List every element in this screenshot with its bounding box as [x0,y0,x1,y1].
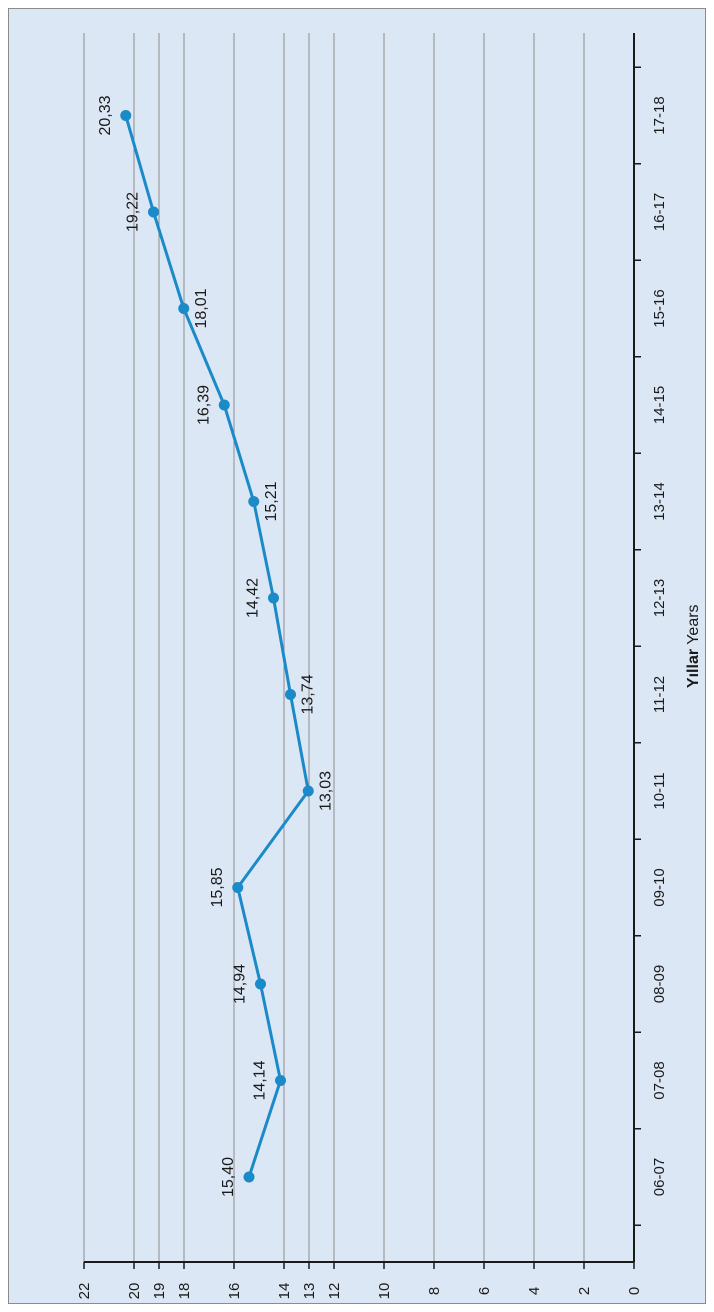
value-tick-label: 6 [476,1287,493,1295]
value-tick-label: 14 [276,1283,293,1300]
x-axis-title-bold: Yıllar [685,649,702,688]
data-label: 18,01 [193,288,210,328]
line-chart: 0 2 4 6 8 10 12 13 14 16 18 19 20 22 06-07 07-08 08-09 09… [76,33,702,1299]
data-label: 15,21 [263,481,280,521]
data-point [302,785,314,797]
x-axis-title-rest: Years [685,604,702,644]
value-tick-label: 22 [76,1283,93,1300]
data-point [243,1171,255,1183]
chart-frame: 0 2 4 6 8 10 12 13 14 16 18 19 20 22 06-07 07-08 08-09 09… [8,8,706,1304]
data-point [148,206,159,218]
data-point [268,592,279,604]
category-tick-label: 13-14 [651,482,668,520]
value-tick-label: 16 [226,1283,243,1300]
category-tick-label: 09-10 [651,868,668,906]
value-tick-label: 4 [526,1287,543,1295]
value-tick-label: 10 [376,1283,393,1300]
value-tick-label: 12 [326,1283,343,1300]
value-tick-label: 8 [426,1287,443,1295]
data-label: 13,74 [300,674,317,714]
value-tick-label: 20 [126,1283,143,1300]
category-tick-label: 07-08 [651,1061,668,1099]
data-point [178,303,190,314]
data-label: 15,85 [209,867,226,907]
category-tick-label: 08-09 [651,965,668,1003]
data-label: 19,22 [125,192,142,232]
data-point [232,882,244,893]
data-point [255,978,266,990]
category-tick-label: 11-12 [651,676,668,713]
data-point [275,1075,286,1086]
category-tick-label: 06-07 [651,1158,668,1196]
category-tick-label: 17-18 [651,96,668,134]
category-tick-label: 10-11 [651,772,668,809]
category-tick-label: 12-13 [651,579,668,617]
category-tick-label: 16-17 [651,193,668,231]
label-layer: 15,40 14,14 14,94 15,85 13,03 13,74 14,42 15,21… [97,95,335,1197]
data-point [248,496,260,507]
data-point [218,399,230,411]
data-label: 14,94 [232,964,249,1004]
value-tick-label: 2 [576,1287,593,1295]
x-axis-title: Yıllar Years [685,604,702,688]
data-point [285,689,296,700]
data-label: 14,42 [245,578,262,618]
series-layer [120,110,314,1183]
data-label: 16,39 [195,385,212,425]
value-tick-label: 13 [301,1283,318,1300]
data-point [120,110,132,121]
value-tick-label: 18 [176,1283,193,1300]
category-tick-label: 14-15 [651,386,668,424]
category-tick-label: 15-16 [651,289,668,327]
grid-layer [83,33,585,1262]
data-label: 14,14 [252,1060,269,1100]
axis-layer: 0 2 4 6 8 10 12 13 14 16 18 19 20 22 06-07 07-08 08-09 09… [76,33,668,1299]
data-label: 15,40 [220,1157,237,1197]
value-tick-label: 0 [626,1287,643,1295]
data-label: 20,33 [97,95,114,135]
series-line [124,115,310,1178]
value-tick-label: 19 [151,1283,168,1300]
data-label: 13,03 [317,771,334,811]
